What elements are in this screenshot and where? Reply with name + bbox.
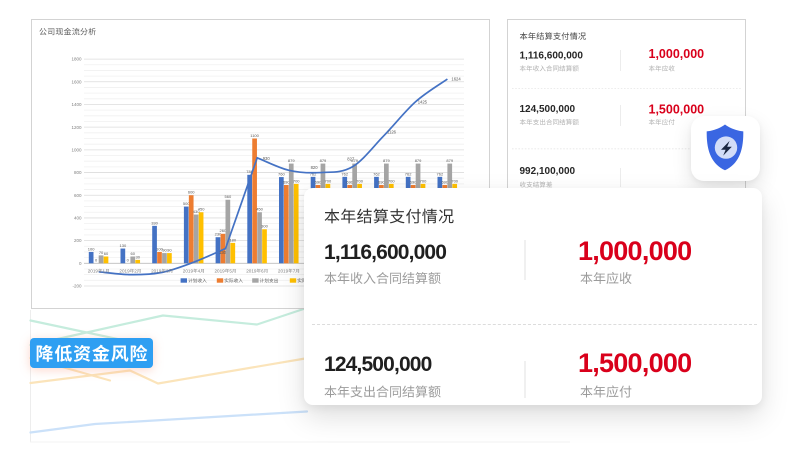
svg-text:1425: 1425 (418, 100, 428, 105)
svg-text:450: 450 (198, 207, 205, 212)
svg-text:690: 690 (283, 179, 290, 184)
svg-text:130: 130 (120, 243, 127, 248)
svg-text:700: 700 (420, 178, 427, 183)
svg-text:690: 690 (441, 179, 448, 184)
svg-text:30: 30 (135, 254, 140, 259)
svg-text:930: 930 (263, 156, 271, 161)
svg-text:690: 690 (410, 179, 417, 184)
svg-text:60: 60 (131, 251, 136, 256)
svg-text:762: 762 (373, 171, 380, 176)
svg-text:700: 700 (293, 178, 300, 183)
svg-text:800: 800 (74, 170, 82, 175)
svg-text:2019: 2019 (278, 269, 289, 274)
svg-text:90: 90 (167, 247, 172, 252)
svg-text:300: 300 (261, 224, 268, 229)
svg-text:70: 70 (99, 250, 104, 255)
svg-text:2019: 2019 (151, 269, 162, 274)
svg-text:1100: 1100 (250, 133, 259, 138)
svg-text:330: 330 (151, 220, 158, 225)
svg-text:-200: -200 (72, 284, 82, 289)
svg-text:0: 0 (127, 258, 130, 263)
svg-text:700: 700 (325, 178, 332, 183)
svg-text:1,500,000: 1,500,000 (649, 102, 705, 116)
svg-text:762: 762 (437, 171, 444, 176)
svg-text:690: 690 (346, 179, 353, 184)
svg-text:90: 90 (162, 247, 167, 252)
svg-text:690: 690 (315, 179, 322, 184)
svg-text:2019: 2019 (88, 269, 99, 274)
svg-text:7: 7 (293, 269, 296, 274)
svg-text:200: 200 (74, 238, 82, 243)
svg-text:879: 879 (351, 158, 358, 163)
svg-text:100: 100 (88, 246, 95, 251)
svg-text:879: 879 (383, 158, 390, 163)
svg-text:1624: 1624 (451, 77, 461, 82)
svg-text:1200: 1200 (71, 125, 82, 130)
svg-text:700: 700 (388, 178, 395, 183)
svg-text:879: 879 (320, 158, 327, 163)
svg-text:879: 879 (415, 158, 422, 163)
svg-text:2019: 2019 (119, 269, 130, 274)
svg-text:992,100,000: 992,100,000 (520, 166, 576, 177)
svg-text:879: 879 (288, 158, 295, 163)
svg-text:1000: 1000 (71, 147, 82, 152)
svg-text:5: 5 (229, 269, 232, 274)
svg-text:430: 430 (193, 209, 200, 214)
svg-text:700: 700 (451, 178, 458, 183)
svg-text:3: 3 (166, 269, 169, 274)
svg-text:2: 2 (134, 269, 137, 274)
svg-text:0: 0 (79, 261, 82, 266)
svg-text:450: 450 (256, 207, 263, 212)
svg-text:1400: 1400 (71, 102, 82, 107)
svg-text:1126: 1126 (387, 130, 397, 135)
svg-text:780: 780 (246, 169, 253, 174)
svg-text:100: 100 (156, 246, 163, 251)
svg-text:1,000,000: 1,000,000 (649, 47, 705, 61)
svg-text:4: 4 (198, 269, 201, 274)
svg-text:2019: 2019 (246, 269, 257, 274)
svg-text:130: 130 (219, 250, 227, 255)
svg-text:1800: 1800 (71, 57, 82, 62)
svg-text:124,500,000: 124,500,000 (520, 104, 576, 115)
svg-text:180: 180 (229, 237, 236, 242)
svg-text:827: 827 (347, 156, 355, 161)
svg-text:2019: 2019 (215, 269, 226, 274)
svg-text:820: 820 (311, 165, 319, 170)
svg-text:760: 760 (278, 171, 285, 176)
svg-text:879: 879 (446, 158, 453, 163)
svg-text:2019: 2019 (183, 269, 194, 274)
svg-text:230: 230 (215, 232, 222, 237)
svg-text:260: 260 (220, 228, 227, 233)
svg-text:762: 762 (341, 171, 348, 176)
svg-text:60: 60 (104, 251, 109, 256)
svg-text:1: 1 (103, 269, 106, 274)
svg-text:560: 560 (225, 194, 232, 199)
svg-text:500: 500 (183, 201, 190, 206)
svg-text:0: 0 (95, 258, 98, 263)
svg-text:1,116,600,000: 1,116,600,000 (520, 51, 584, 62)
svg-text:700: 700 (356, 178, 363, 183)
svg-text:6: 6 (261, 269, 264, 274)
svg-text:600: 600 (74, 193, 82, 198)
svg-text:600: 600 (188, 190, 195, 195)
svg-text:400: 400 (74, 216, 82, 221)
svg-text:1600: 1600 (71, 79, 82, 84)
svg-text:690: 690 (378, 179, 385, 184)
svg-text:762: 762 (405, 171, 412, 176)
svg-text:762: 762 (310, 171, 317, 176)
